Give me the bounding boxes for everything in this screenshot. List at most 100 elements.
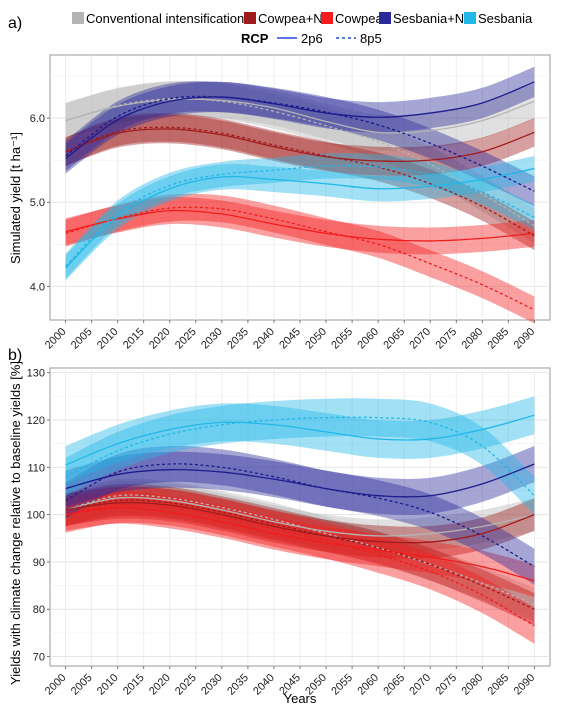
panel-b-grid xyxy=(50,368,550,666)
panel-b-ytick-label: 110 xyxy=(27,462,45,474)
panel-b-xlabel: Years xyxy=(284,691,317,706)
panel-b-lines xyxy=(65,414,535,627)
panel-a-ytick-label: 6.0 xyxy=(30,113,45,125)
panel-b-band-sesbania-2p6 xyxy=(65,396,535,484)
panel-b-xtick-label: 2090 xyxy=(512,672,538,698)
panel-b-line-cowpea-n-8p5 xyxy=(65,499,535,610)
panel-b-xtick-label: 2075 xyxy=(433,672,459,698)
panel-a-band-sesbania-n-2p6 xyxy=(65,66,535,174)
panel-a-xtick-label: 2050 xyxy=(303,326,329,352)
panel-a-line-cowpea-n-2p6 xyxy=(65,128,535,163)
panel-a-line-conventional-intensification-2p6 xyxy=(65,98,535,134)
panel-b-line-conventional-intensification-2p6 xyxy=(65,496,535,537)
panel-b-ytick-label: 100 xyxy=(27,510,45,522)
legend-label-cowpea-n: Cowpea+N xyxy=(258,11,323,26)
panel-b-xtick-label: 2020 xyxy=(147,672,173,698)
legend-item-sesbania: Sesbania xyxy=(464,11,533,26)
legend-label-sesbania-n: Sesbania+N xyxy=(393,11,464,26)
panel-a-band-conventional-intensification-8p5 xyxy=(65,80,535,244)
panel-b-xtick-label: 2065 xyxy=(381,672,407,698)
panel-b-ytick-label: 90 xyxy=(33,557,45,569)
panel-a-xtick-label: 2080 xyxy=(459,326,485,352)
panel-a-label: a) xyxy=(8,15,22,32)
panel-a-xtick-label: 2040 xyxy=(251,326,277,352)
panel-a-lines xyxy=(65,81,535,311)
panel-a-xtick-label: 2020 xyxy=(147,326,173,352)
panel-a-xtick-label: 2030 xyxy=(199,326,225,352)
panel-a-xtick-label: 2060 xyxy=(355,326,381,352)
legend-rcp-label-8p5: 8p5 xyxy=(360,31,382,46)
panel-b-ytick-label: 120 xyxy=(27,415,45,427)
panel-a-band-cowpea-8p5 xyxy=(65,193,535,324)
panel-b-xtick-label: 2015 xyxy=(121,672,147,698)
panel-b-ylabel: Yields with climate change relative to b… xyxy=(8,361,23,685)
panel-b-band-cowpea-8p5 xyxy=(65,486,535,644)
panel-b-line-sesbania-n-2p6 xyxy=(65,463,535,498)
panel-b-xtick-label: 2025 xyxy=(173,672,199,698)
panel-b-line-sesbania-n-8p5 xyxy=(65,463,535,568)
legend: Conventional intensification Cowpea+N Co… xyxy=(72,11,533,46)
legend-swatch-conventional xyxy=(72,12,84,24)
legend-item-sesbania-n: Sesbania+N xyxy=(379,11,464,26)
panel-b-line-cowpea-8p5 xyxy=(65,504,535,627)
panel-b-xtick-label: 2000 xyxy=(43,672,69,698)
panel-b-xtick-label: 2035 xyxy=(225,672,251,698)
panel-a-line-sesbania-n-8p5 xyxy=(65,95,535,192)
legend-item-cowpea: Cowpea xyxy=(321,11,383,26)
panel-a-band-cowpea-n-8p5 xyxy=(65,112,535,251)
panel-b-band-sesbania-n-8p5 xyxy=(65,445,535,585)
legend-rcp-label-2p6: 2p6 xyxy=(301,31,323,46)
panel-b-label: b) xyxy=(8,347,22,364)
legend-label-conventional: Conventional intensification xyxy=(86,11,244,26)
panel-b-xtick-label: 2005 xyxy=(69,672,95,698)
panel-b-xtick-label: 2030 xyxy=(199,672,225,698)
panel-a-grid xyxy=(50,55,550,320)
panel-a-xtick-label: 2085 xyxy=(486,326,512,352)
panel-a-xtick-label: 2000 xyxy=(43,326,69,352)
legend-label-cowpea: Cowpea xyxy=(335,11,383,26)
panel-b-line-sesbania-2p6 xyxy=(65,414,535,466)
panel-b-band-cowpea-n-8p5 xyxy=(65,483,535,626)
panel-a-xtick-label: 2025 xyxy=(173,326,199,352)
panel-b-band-cowpea-2p6 xyxy=(65,491,535,597)
panel-b-band-sesbania-n-2p6 xyxy=(65,446,535,515)
panel-a-xtick-label: 2005 xyxy=(69,326,95,352)
legend-swatch-cowpea xyxy=(321,12,333,24)
panel-b-ytick-label: 130 xyxy=(27,368,45,380)
legend-label-sesbania: Sesbania xyxy=(478,11,533,26)
panel-a-line-cowpea-8p5 xyxy=(65,206,535,311)
panel-a-ytick-label: 5.0 xyxy=(30,197,45,209)
panel-a-xtick-label: 2045 xyxy=(277,326,303,352)
panel-a-xtick-label: 2065 xyxy=(381,326,407,352)
legend-swatch-sesbania-n xyxy=(379,12,391,24)
panel-b-line-conventional-intensification-8p5 xyxy=(65,494,535,606)
panel-a-band-sesbania-n-8p5 xyxy=(65,81,535,207)
panel-b-xtick-label: 2060 xyxy=(355,672,381,698)
panel-a-ytick-label: 4.0 xyxy=(30,281,45,293)
panel-a-plot: 4.0 5.0 6.0 2000 2005 2010 2015 2020 2025 2030 203… xyxy=(30,54,551,352)
panel-a-xtick-label: 2015 xyxy=(121,326,147,352)
panel-b-line-cowpea-2p6 xyxy=(65,506,535,582)
panel-a-xtick-label: 2075 xyxy=(433,326,459,352)
panel-a-ylabel: Simulated yield [t ha⁻¹] xyxy=(8,132,23,264)
panel-b-ytick-label: 70 xyxy=(33,652,45,664)
panel-b-ytick-label: 80 xyxy=(33,604,45,616)
panel-a-line-conventional-intensification-8p5 xyxy=(65,97,535,227)
panel-a-line-sesbania-n-2p6 xyxy=(65,81,535,160)
legend-swatch-cowpea-n xyxy=(244,12,256,24)
panel-b-xtick-label: 2040 xyxy=(251,672,277,698)
panel-a-line-cowpea-n-8p5 xyxy=(65,126,535,237)
panel-b-xtick-label: 2010 xyxy=(95,672,121,698)
panel-a-xtick-label: 2035 xyxy=(225,326,251,352)
panel-b-xtick-label: 2070 xyxy=(407,672,433,698)
panel-a-xtick-label: 2070 xyxy=(407,326,433,352)
panel-b-line-cowpea-n-2p6 xyxy=(65,501,535,544)
panel-b-xtick-label: 2080 xyxy=(459,672,485,698)
legend-item-conventional: Conventional intensification xyxy=(72,11,244,26)
panel-a-xtick-label: 2055 xyxy=(329,326,355,352)
panel-b-line-sesbania-8p5 xyxy=(65,416,535,497)
panel-a-xtick-label: 2090 xyxy=(512,326,538,352)
panel-a-xtick-label: 2010 xyxy=(95,326,121,352)
panel-b-xtick-label: 2055 xyxy=(329,672,355,698)
